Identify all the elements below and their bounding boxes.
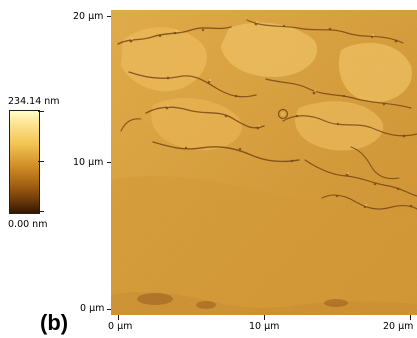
x-tick-label-right: 20 µm (383, 321, 414, 332)
x-tick-label-middle: 10 µm (249, 321, 280, 332)
afm-surface-image (111, 10, 417, 315)
panel-label: (b) (40, 310, 69, 335)
height-color-scale (9, 110, 40, 214)
x-tick-label-left: 0 µm (108, 321, 133, 332)
y-axis-tick-middle (107, 162, 112, 163)
y-tick-label-bottom: 0 µm (80, 303, 105, 314)
x-axis-tick-right (410, 315, 411, 320)
afm-texture-svg (111, 10, 417, 315)
y-axis-tick-bottom (107, 309, 112, 310)
scale-tick-mid (38, 161, 44, 162)
y-tick-label-top: 20 µm (73, 11, 104, 22)
y-axis-tick-top (107, 16, 112, 17)
scale-max-label: 234.14 nm (8, 96, 60, 107)
scale-tick-top (38, 111, 44, 112)
scale-tick-bottom (38, 211, 44, 212)
x-axis-tick-left (118, 315, 119, 320)
y-tick-label-middle: 10 µm (73, 157, 104, 168)
scale-min-label: 0.00 nm (8, 219, 48, 230)
x-axis-tick-middle (264, 315, 265, 320)
